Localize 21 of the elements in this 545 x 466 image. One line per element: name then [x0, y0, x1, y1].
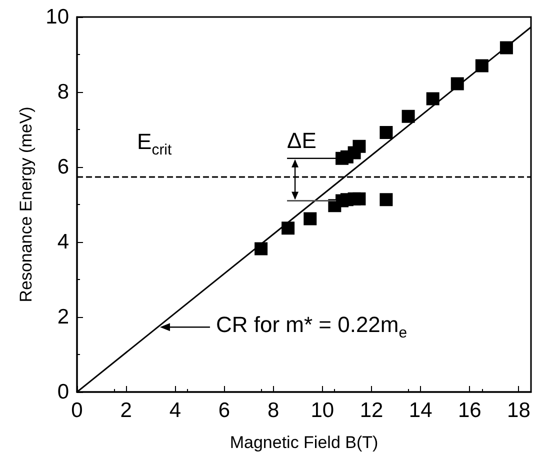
- annotation: ΔE: [287, 128, 316, 154]
- x-tick-label: 0: [71, 399, 83, 422]
- ref-line-label: E$_{crit}$: [137, 129, 172, 159]
- y-axis-title: Resonance Energy (meV): [16, 106, 36, 302]
- y-tick-label: 6: [57, 156, 69, 178]
- annotation: CR for m* = 0.22m$_{e}$: [216, 312, 408, 342]
- x-tick-label: 4: [169, 399, 182, 422]
- x-tick-label: 6: [218, 399, 230, 422]
- y-tick-label: 2: [57, 306, 69, 328]
- x-tick-label: 8: [267, 399, 280, 422]
- y-tick-label: 8: [57, 80, 69, 104]
- x-tick-label: 14: [408, 399, 433, 422]
- y-tick-label: 10: [46, 6, 69, 28]
- x-tick-label: 16: [458, 399, 482, 422]
- x-tick-label: 12: [360, 399, 384, 422]
- x-tick-label: 10: [310, 399, 334, 422]
- x-tick-label: 18: [507, 399, 530, 422]
- y-tick-label: 0: [57, 380, 69, 404]
- x-tick-label: 2: [120, 399, 132, 422]
- y-tick-label: 4: [57, 230, 70, 254]
- x-axis-title: Magnetic Field B(T): [230, 433, 378, 452]
